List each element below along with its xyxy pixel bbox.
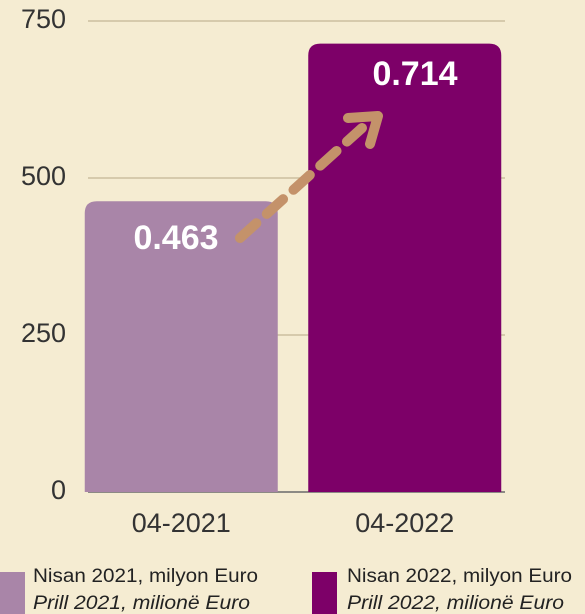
arrow-line <box>235 123 367 243</box>
bars <box>84 43 502 492</box>
legend-label: Nisan 2021, milyon Euro <box>33 566 258 587</box>
legend-label: Nisan 2022, milyon Euro <box>347 566 572 587</box>
y-tick-label: 250 <box>21 318 66 348</box>
value-label: 0.463 <box>133 219 218 257</box>
labels: 0 250 500 750 04-2021 0.463 04-2022 0.714 Nisan … <box>0 4 572 614</box>
bar <box>308 43 502 492</box>
legend-label-alt: Prill 2022, milionë Euro <box>347 593 564 614</box>
x-tick-label: 04-2022 <box>355 508 454 538</box>
legend-swatch <box>312 572 337 614</box>
bar <box>84 201 278 492</box>
legend-label-alt: Prill 2021, milionë Euro <box>33 593 250 614</box>
y-tick-label: 750 <box>21 4 66 34</box>
value-label: 0.714 <box>372 55 457 93</box>
arrow-head <box>343 111 383 149</box>
y-tick-label: 500 <box>21 161 66 191</box>
y-tick-label: 0 <box>51 475 66 505</box>
x-tick-label: 04-2021 <box>132 508 231 538</box>
trend-arrow <box>235 111 383 243</box>
legend-swatch <box>0 572 25 614</box>
